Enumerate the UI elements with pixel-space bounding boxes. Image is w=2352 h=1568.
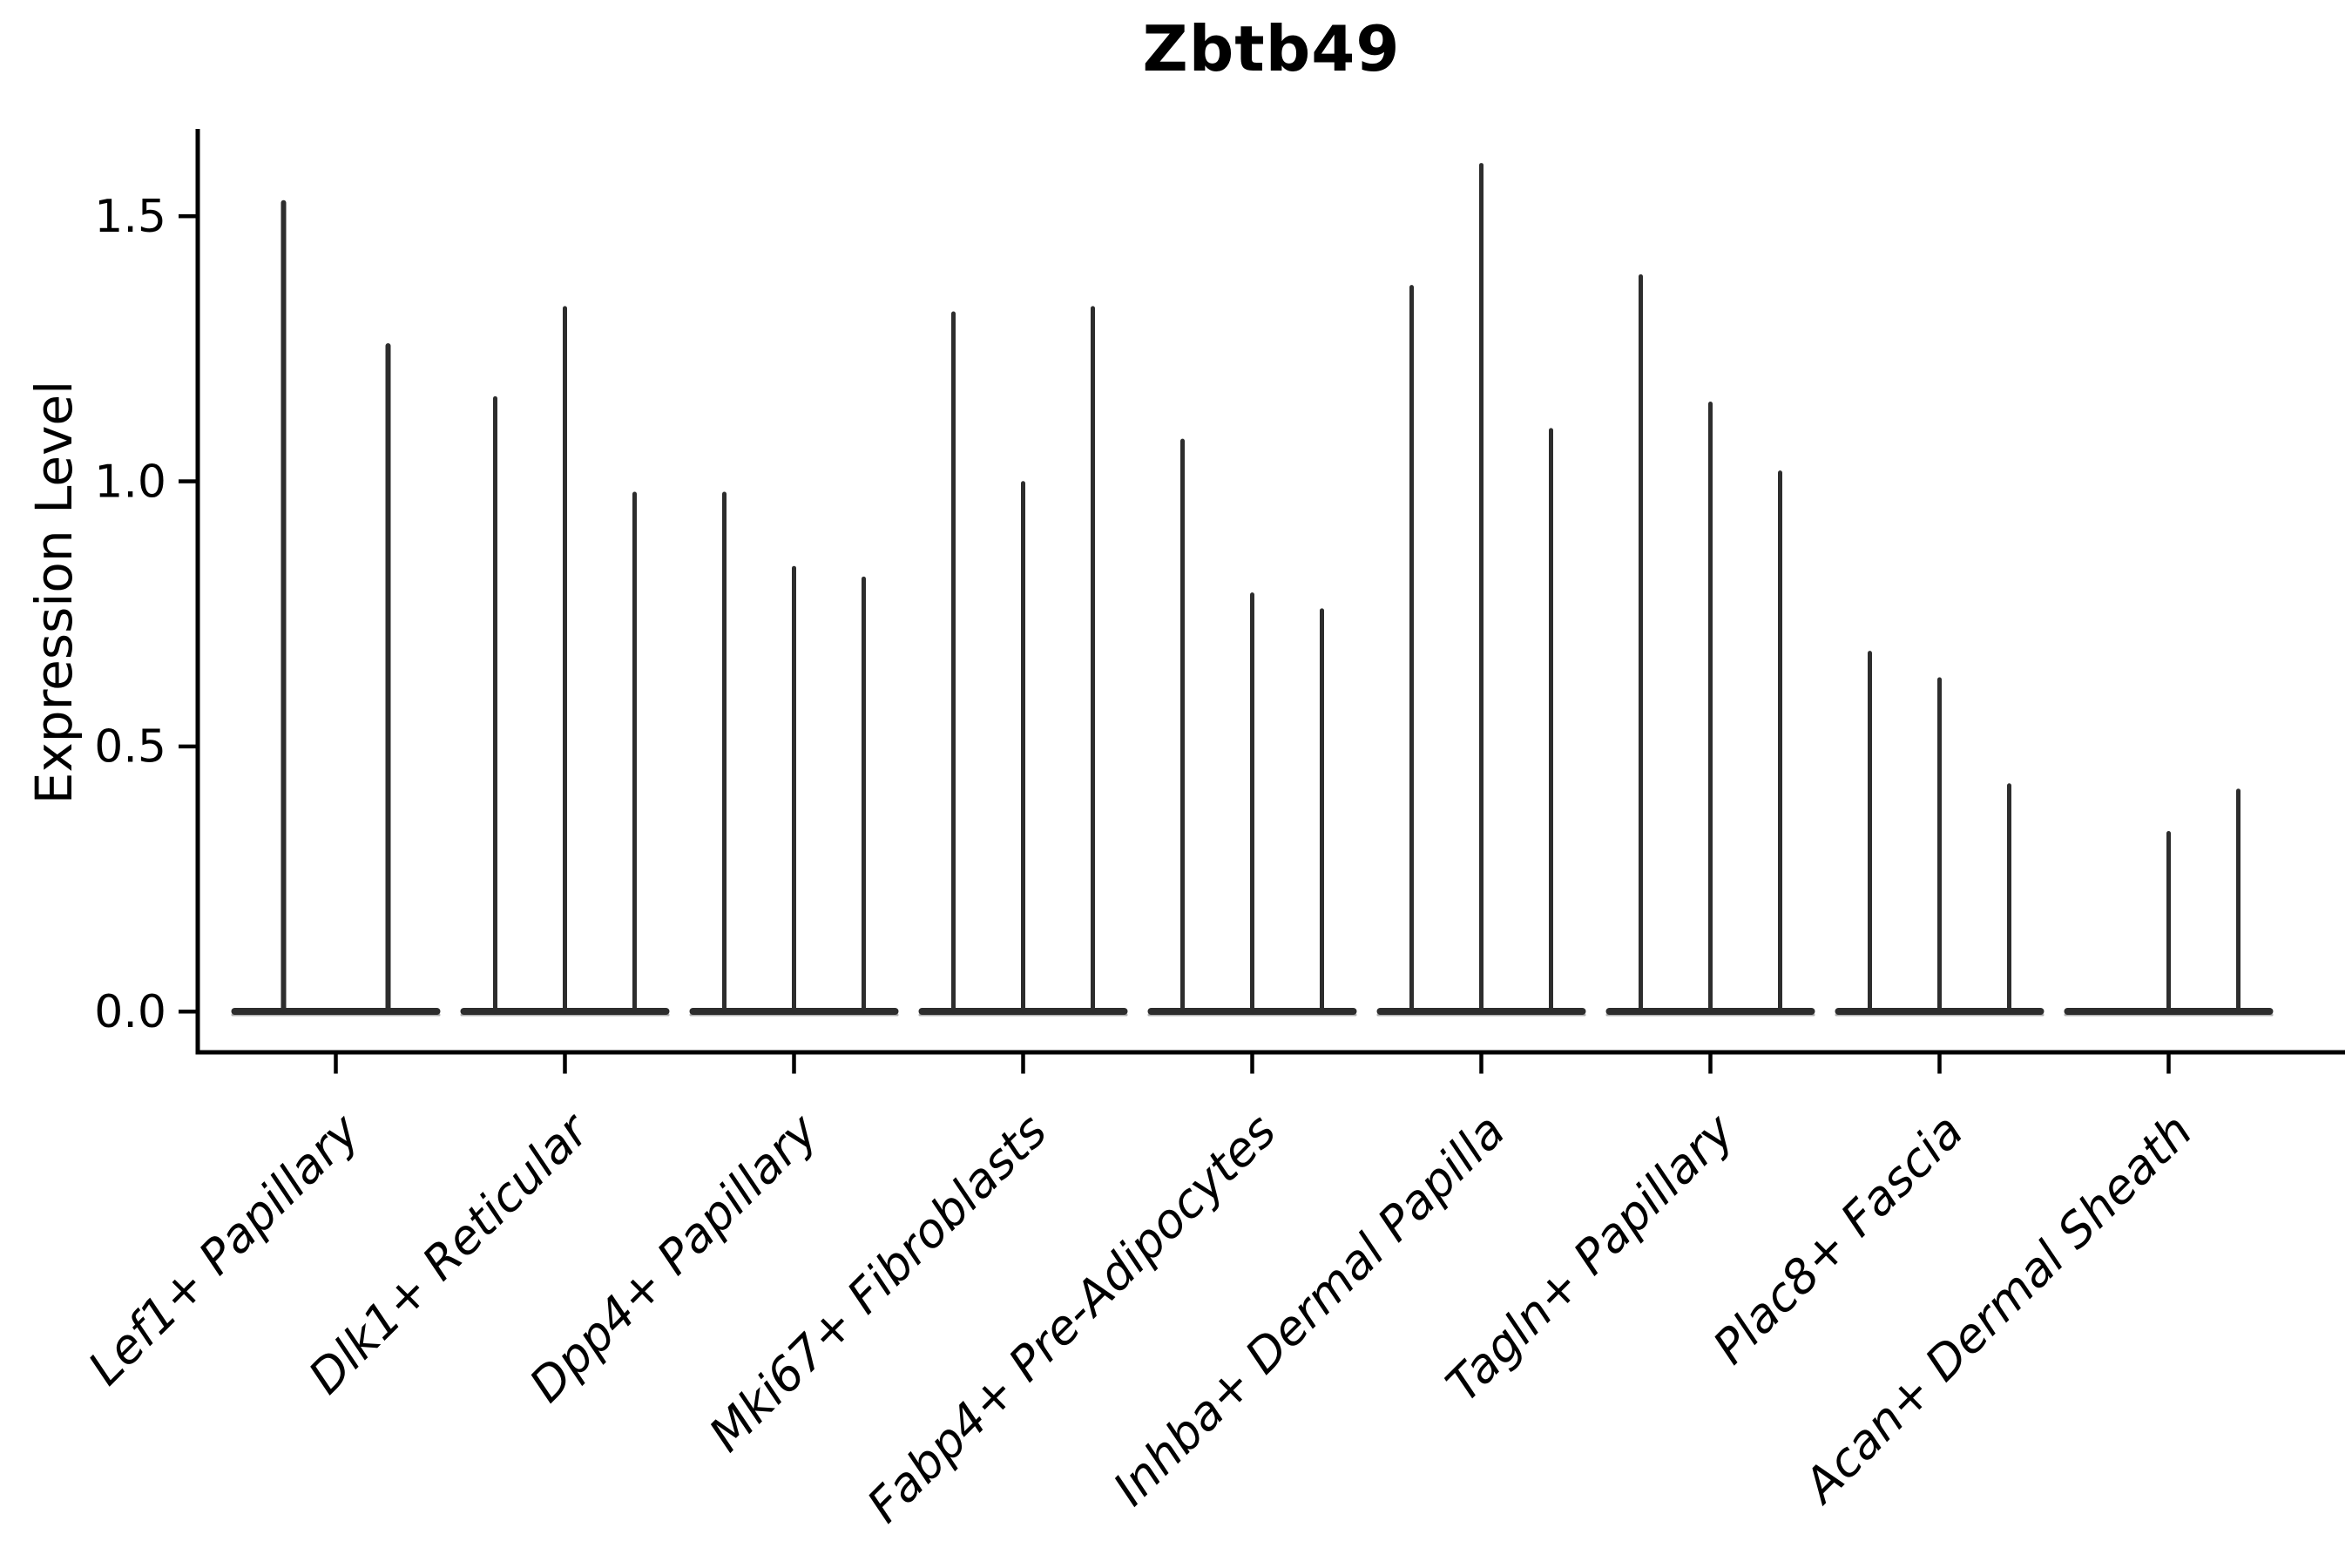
x-tick-label: Inhba+ Dermal Papilla	[1103, 1104, 1516, 1517]
x-tick-mark	[334, 1054, 338, 1074]
violin-spike	[2007, 783, 2011, 1014]
y-axis-spine	[195, 129, 200, 1052]
x-tick-mark	[1250, 1054, 1254, 1074]
chart-title: Zbtb49	[1142, 12, 1401, 85]
y-axis-label: Expression Level	[24, 380, 84, 805]
y-tick-label: 1.0	[94, 456, 166, 508]
violin-spike	[862, 576, 866, 1014]
violin-spike	[1708, 401, 1713, 1014]
violin-spike	[1778, 470, 1782, 1014]
y-tick-label: 0.0	[94, 986, 166, 1038]
violin-spike	[385, 343, 391, 1015]
violin-spike	[951, 311, 956, 1014]
violin-spike	[1409, 285, 1414, 1014]
y-tick-mark	[179, 744, 198, 749]
violin-base	[231, 1008, 441, 1015]
y-tick-label: 1.5	[94, 191, 166, 243]
violin-spike	[1549, 428, 1553, 1014]
violin-spike	[1091, 306, 1095, 1015]
violin-spike	[1639, 274, 1643, 1015]
violin-spike	[2166, 831, 2171, 1014]
violin-spike	[280, 199, 287, 1015]
violin-spike	[493, 395, 497, 1015]
x-tick-mark	[1937, 1054, 1942, 1074]
x-tick-mark	[1021, 1054, 1025, 1074]
violin-spike	[1320, 608, 1324, 1014]
y-tick-mark	[179, 213, 198, 219]
x-tick-mark	[2166, 1054, 2171, 1074]
x-tick-mark	[792, 1054, 796, 1074]
violin-spike	[2236, 788, 2240, 1014]
violin-spike	[1250, 592, 1254, 1014]
y-tick-mark	[179, 479, 198, 483]
violin-spike	[1479, 163, 1484, 1014]
violin-spike	[632, 491, 637, 1014]
y-tick-label: 0.5	[94, 721, 166, 774]
x-tick-label: Acan+ Dermal Sheath	[1792, 1104, 2203, 1515]
violin-spike	[1937, 677, 1942, 1014]
x-tick-mark	[1708, 1054, 1713, 1074]
violin-spike	[563, 306, 567, 1015]
x-tick-mark	[1479, 1054, 1484, 1074]
violin-spike	[722, 491, 727, 1014]
violin-spike	[1180, 438, 1185, 1014]
x-axis-spine	[195, 1050, 2345, 1055]
y-tick-mark	[179, 1010, 198, 1014]
violin-spike	[1868, 651, 1872, 1014]
x-tick-mark	[563, 1054, 567, 1074]
x-tick-label: Fabp4+ Pre-Adipocytes	[856, 1104, 1286, 1533]
violin-spike	[792, 565, 796, 1014]
violin-spike	[1021, 481, 1025, 1014]
